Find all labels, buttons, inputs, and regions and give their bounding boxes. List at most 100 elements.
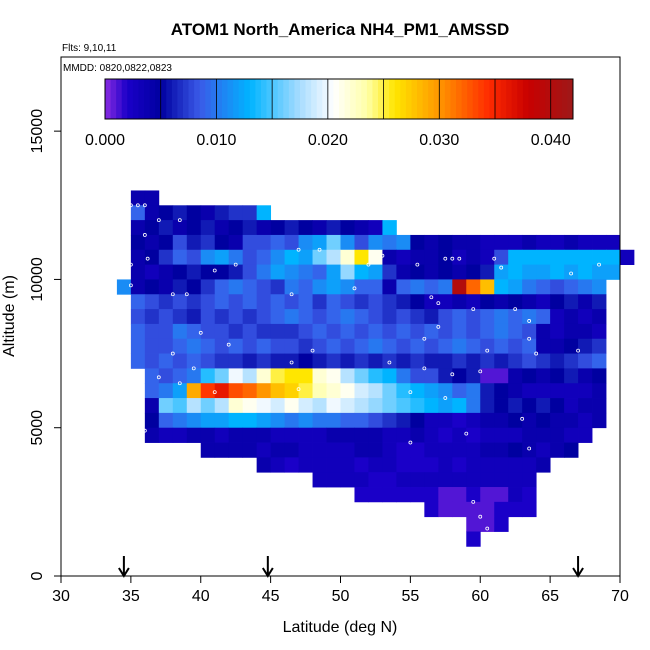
- heatmap-cell: [452, 323, 467, 340]
- colorbar-segment: [194, 79, 201, 119]
- heatmap-cell: [522, 309, 537, 325]
- flight-arrows: [118, 556, 584, 578]
- heatmap-cell: [480, 457, 495, 473]
- heatmap-cell: [536, 249, 551, 265]
- heatmap-cell: [494, 338, 509, 354]
- heatmap-cell: [172, 234, 188, 251]
- heatmap-cell: [452, 338, 467, 354]
- heatmap-cell: [438, 353, 453, 369]
- heatmap-cell: [298, 249, 313, 265]
- heatmap-cell: [606, 234, 621, 251]
- heatmap-cell: [214, 427, 230, 443]
- heatmap-cell: [424, 353, 439, 369]
- heatmap-cell: [214, 398, 230, 414]
- heatmap-cell: [424, 279, 439, 295]
- heatmap-cell: [592, 294, 607, 310]
- heatmap-cell: [298, 398, 313, 414]
- heatmap-cell: [480, 294, 495, 310]
- colorbar-segment: [166, 79, 173, 119]
- heatmap-cell: [214, 279, 230, 295]
- heatmap-cell: [550, 368, 565, 384]
- heatmap-cell: [256, 279, 272, 295]
- heatmap-cell: [536, 368, 551, 384]
- heatmap-cell: [508, 501, 523, 518]
- colorbar-segment: [411, 79, 418, 119]
- heatmap-cell: [340, 457, 355, 473]
- heatmap-cell: [228, 323, 244, 340]
- heatmap-cell: [326, 472, 341, 488]
- heatmap-cell: [158, 279, 174, 295]
- heatmap-cell: [494, 516, 509, 532]
- heatmap-cell: [368, 338, 383, 354]
- colorbar-segment: [210, 79, 217, 119]
- heatmap-cell: [200, 234, 216, 251]
- colorbar-segment: [216, 79, 223, 119]
- heatmap-cell: [522, 427, 537, 443]
- heatmap-cell: [424, 294, 439, 310]
- heatmap-cell: [536, 309, 551, 325]
- heatmap-cell: [424, 427, 439, 443]
- sample-point: [569, 271, 573, 276]
- heatmap-cell: [550, 234, 565, 251]
- heatmap-cell: [382, 442, 397, 458]
- heatmap-cell: [508, 383, 523, 399]
- heatmap-cell: [270, 383, 286, 399]
- heatmap-cell: [438, 442, 453, 458]
- heatmap-cell: [592, 264, 607, 280]
- heatmap-cell: [536, 323, 551, 340]
- heatmap-cell: [452, 294, 467, 310]
- heatmap-cell: [410, 427, 425, 443]
- heatmap-cell: [508, 264, 523, 280]
- heatmap-cell: [158, 368, 174, 384]
- heatmap-cell: [494, 427, 509, 443]
- heatmap-cell: [424, 487, 439, 503]
- heatmap-cell: [158, 234, 174, 251]
- heatmap-cell: [354, 220, 369, 236]
- heatmap-cell: [480, 412, 495, 429]
- sample-point: [289, 360, 294, 365]
- heatmap-cell: [214, 205, 230, 221]
- heatmap-cell: [382, 338, 397, 354]
- sample-point: [513, 307, 518, 311]
- heatmap-cell: [550, 264, 565, 280]
- heatmap-cell: [312, 309, 327, 325]
- heatmap-cell: [382, 323, 397, 340]
- chart-title: ATOM1 North_America NH4_PM1_AMSSD: [171, 20, 510, 39]
- colorbar-segment: [428, 79, 435, 119]
- heatmap-cell: [354, 412, 369, 429]
- heatmap-cell: [298, 383, 313, 399]
- heatmap-cell: [424, 309, 439, 325]
- heatmap-cell: [186, 427, 202, 443]
- heatmap-cell: [508, 279, 523, 295]
- heatmap-cell: [564, 294, 579, 310]
- heatmap-cell: [130, 294, 146, 310]
- heatmap-cell: [312, 398, 327, 414]
- sample-point: [212, 390, 217, 395]
- colorbar-segment: [110, 79, 117, 119]
- heatmap-cell: [312, 234, 327, 251]
- colorbar-segment: [545, 79, 552, 119]
- colorbar-segment: [400, 79, 407, 119]
- heatmap-cell: [606, 264, 621, 280]
- heatmap-cell: [410, 234, 425, 251]
- heatmap-cell: [396, 294, 411, 310]
- heatmap-cell: [466, 323, 481, 340]
- heatmap-cell: [382, 309, 397, 325]
- heatmap-cell: [340, 412, 355, 429]
- heatmap-cell: [508, 472, 523, 488]
- heatmap-cell: [438, 234, 453, 251]
- heatmap-cell: [326, 412, 341, 429]
- heatmap-cell: [242, 368, 258, 384]
- heatmap-cell: [592, 353, 607, 369]
- sample-point: [415, 262, 420, 267]
- heatmap-cell: [452, 264, 467, 280]
- axes: 30 35 40 45 50 55 60 65 70 0 5000 10000 15000: [29, 109, 629, 605]
- heatmap-cell: [410, 264, 425, 280]
- sample-point: [366, 262, 371, 267]
- heatmap-cell: [340, 368, 355, 384]
- heatmap-cell: [130, 323, 146, 340]
- sample-point: [436, 301, 441, 306]
- heatmap-cell: [466, 249, 481, 265]
- colorbar-segment: [489, 79, 496, 119]
- heatmap-cell: [340, 220, 355, 236]
